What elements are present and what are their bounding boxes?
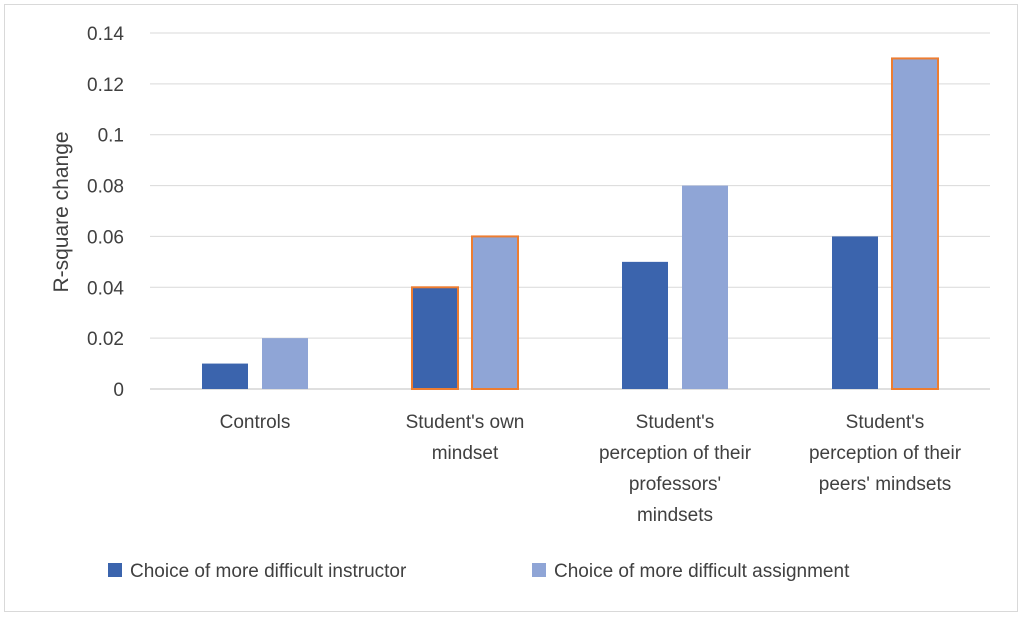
category-label: Controls (220, 412, 291, 433)
y-tick-label: 0.04 (87, 278, 124, 299)
bar-assignment (262, 338, 308, 389)
category-label: Student's (636, 412, 715, 433)
bar-assignment (891, 57, 939, 391)
category-label: mindset (432, 443, 499, 464)
bar-instructor (832, 236, 878, 389)
y-axis-title: R-square change (50, 131, 73, 292)
x-axis-categories: Controls Student's own mindset Student's per… (220, 412, 962, 526)
category-label: professors' (629, 474, 721, 495)
bar-assignment (471, 235, 519, 390)
category-label: peers' mindsets (819, 474, 951, 495)
legend: Choice of more difficult instructor Choic… (108, 561, 850, 582)
legend-label: Choice of more difficult assignment (554, 561, 850, 582)
bars (202, 57, 939, 391)
y-tick-label: 0.02 (87, 329, 124, 350)
legend-swatch (532, 563, 546, 577)
y-tick-label: 0 (113, 380, 124, 401)
bar-instructor (622, 261, 668, 389)
category-label: mindsets (637, 505, 713, 526)
category-label: Student's own (406, 412, 525, 433)
y-tick-label: 0.1 (98, 126, 124, 147)
y-tick-label: 0.08 (87, 177, 124, 198)
y-tick-label: 0.14 (87, 24, 124, 45)
y-axis-ticks: 0 0.02 0.04 0.06 0.08 0.1 0.12 0.14 (87, 24, 124, 401)
legend-swatch (108, 563, 122, 577)
bar-instructor (202, 363, 248, 389)
category-label: perception of their (599, 443, 752, 464)
category-label: perception of their (809, 443, 962, 464)
legend-label: Choice of more difficult instructor (130, 561, 407, 582)
category-label: Student's (846, 412, 925, 433)
bar-assignment (682, 185, 728, 389)
bar-instructor (411, 286, 459, 390)
y-tick-label: 0.06 (87, 227, 124, 248)
y-tick-label: 0.12 (87, 75, 124, 96)
